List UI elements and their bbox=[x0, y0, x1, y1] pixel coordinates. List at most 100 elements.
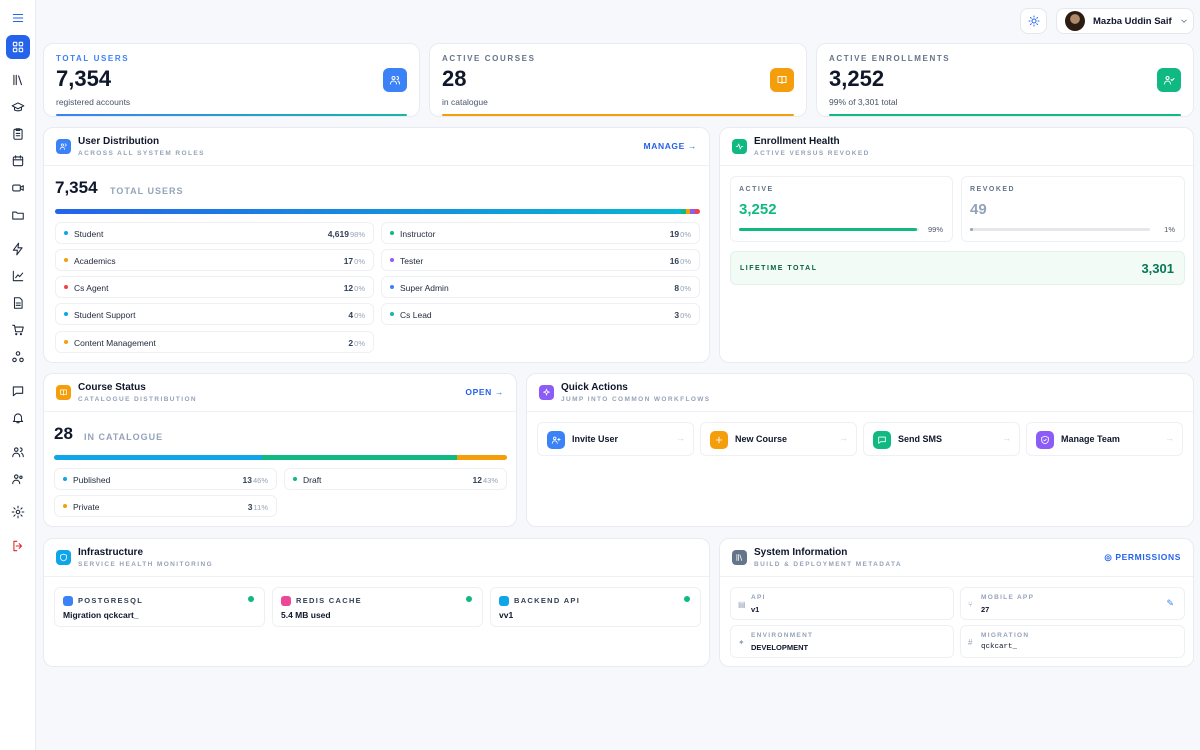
library-icon[interactable] bbox=[6, 68, 30, 92]
role-row-student-support: Student Support 40% bbox=[55, 303, 374, 325]
total-users-value: 7,354 bbox=[55, 178, 98, 197]
manage-link-label: MANAGE bbox=[643, 141, 685, 151]
logout-icon[interactable] bbox=[6, 534, 30, 558]
status-dot bbox=[64, 258, 68, 262]
active-progress-fill bbox=[739, 228, 918, 231]
user-distribution-panel: User Distribution ACROSS ALL SYSTEM ROLE… bbox=[43, 127, 710, 363]
bar-segment-tester bbox=[690, 209, 696, 214]
sysinfo-value: v1 bbox=[751, 605, 760, 614]
sysinfo-value: 27 bbox=[981, 605, 990, 614]
arrow-right-icon: → bbox=[494, 387, 504, 397]
course-pct: 46% bbox=[252, 476, 268, 485]
course-count: 1346% bbox=[243, 475, 268, 485]
invite-user-button[interactable]: Invite User → bbox=[537, 422, 694, 456]
quick-actions-panel: Quick Actions JUMP INTO COMMON WORKFLOWS… bbox=[526, 373, 1194, 527]
user-menu-button[interactable]: Mazba Uddin Saif bbox=[1056, 8, 1194, 34]
panel-title: Quick Actions bbox=[561, 382, 628, 393]
role-pct: 0% bbox=[680, 284, 691, 293]
menu-icon[interactable] bbox=[6, 6, 30, 30]
users-icon bbox=[56, 139, 71, 154]
role-value: 4,619 bbox=[327, 229, 349, 239]
role-row-academics: Academics 170% bbox=[55, 249, 374, 271]
stat-label: ACTIVE COURSES bbox=[442, 54, 536, 63]
course-pct: 11% bbox=[253, 503, 268, 512]
sysinfo-environment: ✦ ENVIRONMENT DEVELOPMENT bbox=[730, 625, 954, 658]
chart-icon[interactable] bbox=[6, 264, 30, 288]
role-value: 3 bbox=[674, 310, 680, 320]
activity-icon bbox=[732, 139, 747, 154]
service-name: POSTGRESQL bbox=[78, 596, 144, 605]
message-icon bbox=[873, 431, 891, 449]
calendar-icon[interactable] bbox=[6, 149, 30, 173]
stat-value: 28 bbox=[442, 66, 467, 91]
manage-link[interactable]: MANAGE → bbox=[644, 141, 697, 151]
status-dot bbox=[293, 477, 297, 481]
total-users-label: TOTAL USERS bbox=[110, 186, 184, 196]
permissions-link[interactable]: ◎ PERMISSIONS bbox=[1104, 552, 1181, 563]
open-link[interactable]: OPEN → bbox=[465, 387, 504, 397]
course-label: Draft bbox=[303, 475, 322, 485]
role-pct: 0% bbox=[354, 284, 365, 293]
panel-title: Infrastructure bbox=[78, 547, 144, 558]
network-icon[interactable] bbox=[6, 345, 30, 369]
new-course-button[interactable]: New Course → bbox=[700, 422, 857, 456]
enrollment-health-panel: Enrollment Health ACTIVE VERSUS REVOKED … bbox=[719, 127, 1194, 363]
theme-toggle-button[interactable] bbox=[1020, 8, 1047, 34]
database-icon bbox=[281, 596, 291, 606]
role-count: 190% bbox=[670, 229, 691, 239]
course-status-panel: Course Status CATALOGUE DISTRIBUTION OPE… bbox=[43, 373, 517, 527]
sparkle-icon: ✦ bbox=[738, 638, 745, 647]
user-group-icon[interactable] bbox=[6, 467, 30, 491]
permissions-link-label: PERMISSIONS bbox=[1115, 552, 1181, 562]
graduation-cap-icon[interactable] bbox=[6, 95, 30, 119]
status-dot bbox=[390, 258, 394, 262]
service-value: vv1 bbox=[499, 610, 514, 620]
action-label: Invite User bbox=[572, 434, 619, 444]
file-text-icon[interactable] bbox=[6, 291, 30, 315]
lifetime-label: LIFETIME TOTAL bbox=[740, 265, 818, 272]
stat-sub: registered accounts bbox=[56, 97, 131, 107]
role-count: 80% bbox=[674, 283, 691, 293]
zap-icon[interactable] bbox=[6, 237, 30, 261]
status-dot bbox=[466, 596, 472, 602]
shield-icon bbox=[1036, 431, 1054, 449]
cart-icon[interactable] bbox=[6, 318, 30, 342]
revoked-progress-track bbox=[970, 228, 1150, 231]
sparkle-icon bbox=[539, 385, 554, 400]
edit-icon[interactable]: ✎ bbox=[1166, 598, 1174, 608]
dashboard-icon[interactable] bbox=[6, 35, 30, 59]
catalogue-total-label: IN CATALOGUE bbox=[84, 432, 164, 442]
role-row-content-management: Content Management 20% bbox=[55, 331, 374, 353]
chat-icon[interactable] bbox=[6, 379, 30, 403]
role-value: 2 bbox=[348, 338, 354, 348]
sun-icon bbox=[1028, 15, 1039, 27]
sysinfo-label: MOBILE APP bbox=[981, 594, 1035, 601]
settings-icon[interactable] bbox=[6, 500, 30, 524]
lifetime-value: 3,301 bbox=[1141, 261, 1174, 276]
course-label: Private bbox=[73, 502, 100, 512]
sidebar bbox=[0, 0, 36, 750]
users-icon[interactable] bbox=[6, 440, 30, 464]
panel-subtitle: JUMP INTO COMMON WORKFLOWS bbox=[561, 396, 711, 403]
role-label: Cs Agent bbox=[74, 283, 109, 293]
status-dot bbox=[64, 285, 68, 289]
send-sms-button[interactable]: Send SMS → bbox=[863, 422, 1020, 456]
role-value: 17 bbox=[343, 256, 354, 266]
panel-title: Enrollment Health bbox=[754, 136, 840, 147]
role-label: Content Management bbox=[74, 338, 156, 348]
action-label: New Course bbox=[735, 434, 788, 444]
folder-icon[interactable] bbox=[6, 203, 30, 227]
role-value: 4 bbox=[348, 310, 354, 320]
course-label: Published bbox=[73, 475, 111, 485]
stat-label: ACTIVE ENROLLMENTS bbox=[829, 54, 951, 63]
manage-team-button[interactable]: Manage Team → bbox=[1026, 422, 1183, 456]
bar-segment-student bbox=[55, 209, 681, 214]
course-row-published: Published 1346% bbox=[54, 468, 277, 490]
clipboard-icon[interactable] bbox=[6, 122, 30, 146]
bell-icon[interactable] bbox=[6, 406, 30, 430]
stat-label: TOTAL USERS bbox=[56, 54, 130, 63]
status-dot bbox=[63, 504, 67, 508]
active-enrollments-box: ACTIVE 3,252 99% bbox=[730, 176, 953, 242]
stat-card-total-users: TOTAL USERS 7,354 registered accounts bbox=[43, 43, 420, 117]
video-icon[interactable] bbox=[6, 176, 30, 200]
